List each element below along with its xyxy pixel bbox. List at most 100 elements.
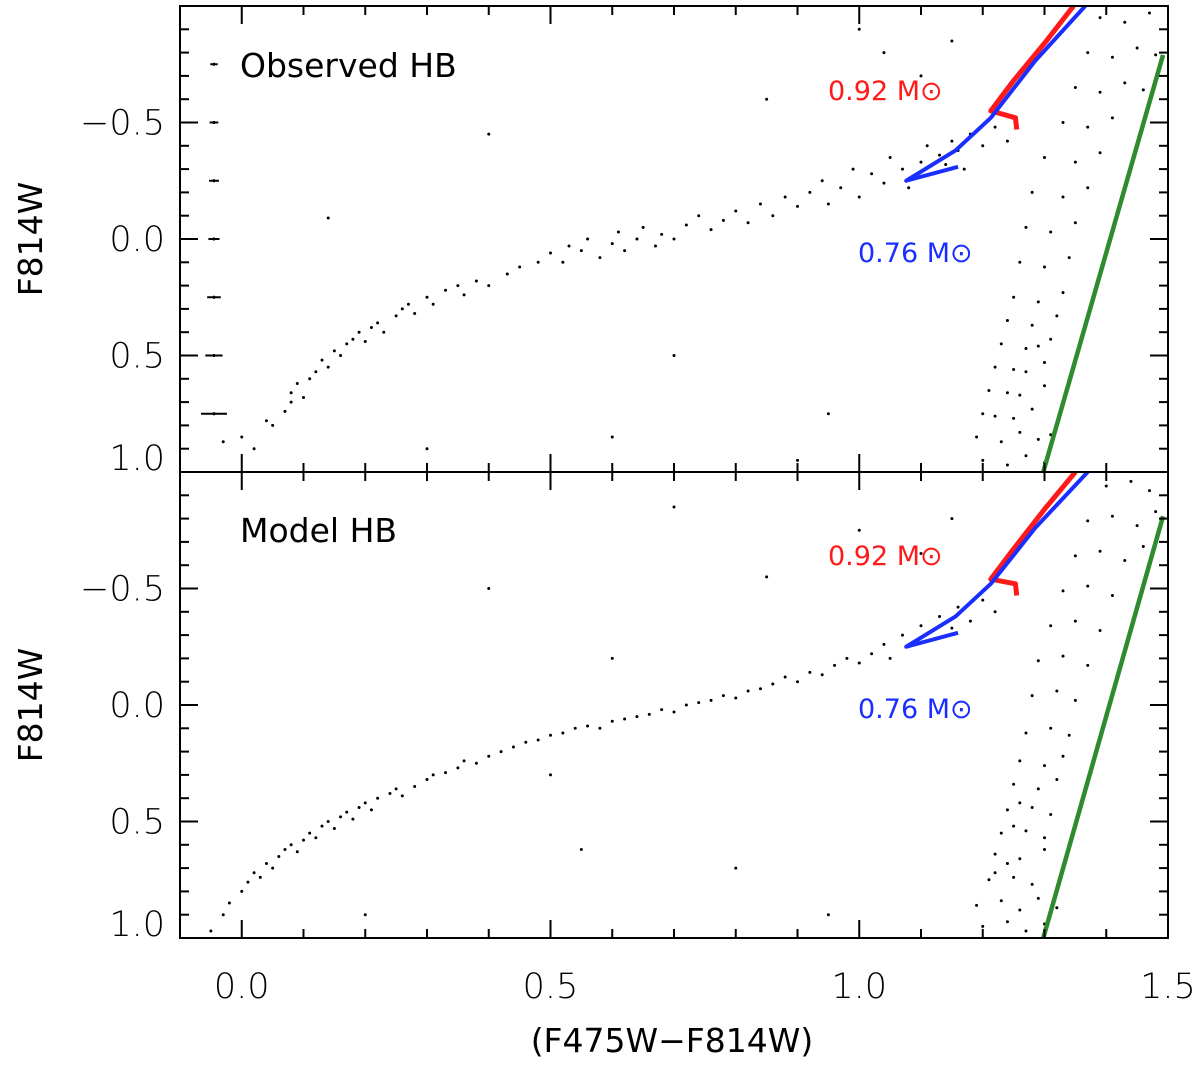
star-point bbox=[598, 256, 602, 260]
star-point bbox=[826, 913, 830, 917]
star-point bbox=[746, 221, 750, 225]
star-point bbox=[1073, 160, 1077, 164]
star-point bbox=[326, 216, 330, 220]
star-point bbox=[1043, 360, 1046, 364]
star-point bbox=[549, 733, 552, 737]
star-point bbox=[487, 284, 491, 288]
star-point bbox=[425, 295, 429, 299]
star-point bbox=[487, 754, 491, 758]
star-point bbox=[295, 850, 299, 854]
star-point bbox=[579, 249, 583, 253]
star-point bbox=[721, 694, 725, 698]
star-point bbox=[1018, 260, 1022, 264]
star-point bbox=[1030, 407, 1034, 411]
star-point bbox=[549, 773, 552, 777]
star-point bbox=[857, 195, 861, 199]
star-point bbox=[721, 218, 725, 222]
track-label-092-observed: 0.92 M⊙ bbox=[828, 76, 943, 107]
star-point bbox=[394, 314, 398, 318]
star-point bbox=[635, 715, 639, 719]
star-point bbox=[1061, 121, 1065, 124]
star-point bbox=[320, 358, 324, 362]
star-point bbox=[1073, 221, 1077, 225]
star-point bbox=[845, 656, 849, 660]
star-point bbox=[771, 214, 775, 218]
star-point bbox=[1086, 51, 1090, 55]
star-point bbox=[1055, 778, 1059, 782]
star-point bbox=[1141, 545, 1145, 549]
star-point bbox=[1129, 479, 1133, 483]
star-point bbox=[857, 528, 861, 532]
star-point bbox=[1104, 484, 1108, 488]
star-point bbox=[221, 440, 225, 444]
star-point bbox=[999, 440, 1003, 444]
star-point bbox=[308, 377, 312, 381]
star-point bbox=[573, 726, 577, 730]
star-point bbox=[1036, 300, 1040, 304]
star-point bbox=[314, 836, 318, 840]
x-tick-label: 1.0 bbox=[831, 967, 887, 1007]
star-point bbox=[1030, 694, 1034, 698]
star-point bbox=[1024, 829, 1028, 833]
star-point bbox=[1036, 659, 1040, 663]
star-point bbox=[857, 27, 861, 31]
star-point bbox=[1098, 90, 1102, 94]
star-point bbox=[1049, 337, 1053, 341]
star-point bbox=[808, 190, 812, 194]
y-tick-label: 0.5 bbox=[109, 803, 165, 843]
star-point bbox=[369, 808, 373, 812]
star-point bbox=[672, 710, 676, 714]
star-point bbox=[406, 302, 410, 306]
star-point bbox=[549, 251, 552, 255]
star-point bbox=[376, 796, 380, 800]
star-point bbox=[1012, 782, 1016, 786]
star-point bbox=[1049, 813, 1053, 817]
track-076-msun bbox=[904, 6, 1087, 183]
star-point bbox=[1061, 195, 1065, 199]
star-point bbox=[345, 810, 349, 814]
star-point bbox=[227, 901, 231, 905]
star-point bbox=[1098, 628, 1102, 632]
star-point bbox=[240, 435, 244, 439]
star-point bbox=[413, 785, 417, 789]
y-tick-label: 0.5 bbox=[109, 337, 165, 377]
star-point bbox=[1098, 151, 1102, 155]
y-tick-label: −0.5 bbox=[80, 104, 165, 144]
star-point bbox=[734, 866, 738, 870]
star-point bbox=[610, 656, 614, 660]
track-label-076-observed: 0.76 M⊙ bbox=[858, 238, 973, 269]
star-point bbox=[339, 815, 343, 819]
star-point bbox=[610, 719, 614, 723]
star-point bbox=[684, 703, 688, 707]
star-point bbox=[1012, 295, 1016, 299]
star-point bbox=[783, 675, 787, 679]
star-point bbox=[938, 153, 942, 157]
star-point bbox=[950, 139, 954, 143]
star-point bbox=[221, 913, 225, 917]
star-point bbox=[641, 225, 645, 229]
star-point bbox=[1018, 857, 1022, 861]
star-point bbox=[870, 172, 874, 176]
star-point bbox=[765, 575, 769, 579]
star-point bbox=[394, 787, 398, 791]
star-point bbox=[400, 794, 404, 798]
star-point bbox=[1135, 524, 1139, 528]
track-092-msun bbox=[988, 6, 1076, 130]
panel-observed: −0.5 0.0 0.5 1.0 bbox=[80, 5, 1169, 479]
star-point bbox=[1055, 906, 1059, 910]
star-point bbox=[246, 880, 250, 884]
star-point bbox=[1123, 81, 1127, 85]
star-point bbox=[1086, 519, 1090, 523]
star-point bbox=[975, 435, 979, 439]
star-point bbox=[900, 633, 904, 637]
star-point bbox=[277, 854, 281, 858]
star-point bbox=[1005, 808, 1009, 812]
star-point bbox=[302, 395, 305, 399]
star-point bbox=[332, 826, 336, 830]
star-point bbox=[1141, 88, 1145, 92]
star-point bbox=[363, 913, 367, 917]
y-tick-label: 1.0 bbox=[109, 905, 165, 945]
star-point bbox=[1073, 619, 1077, 623]
star-point bbox=[345, 342, 349, 346]
